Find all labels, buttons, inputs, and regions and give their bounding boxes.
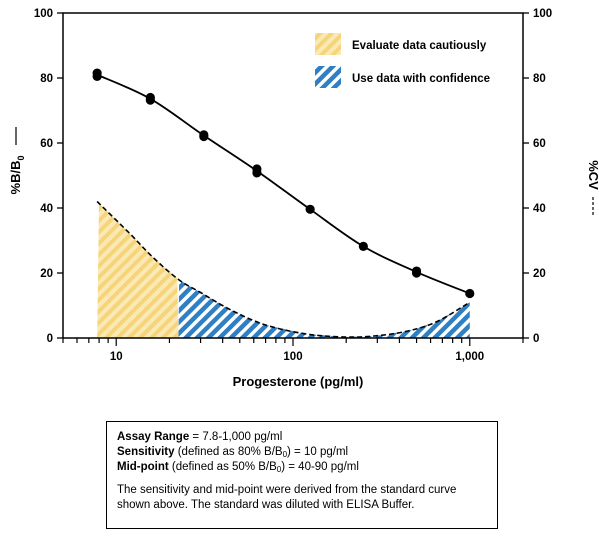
y-left-tick-label: 40 [40, 203, 53, 215]
y-axis-right-title: %CV [586, 160, 599, 217]
midpoint-line: Mid-point (defined as 50% B/B0) = 40-90 … [117, 460, 487, 475]
data-point [305, 204, 315, 214]
axes: 0 0 20 20 40 40 60 60 80 80 100 100 10 100 1,000 [34, 8, 552, 363]
y-left-tick-label: 20 [40, 268, 53, 280]
assay-range-line: Assay Range = 7.8-1,000 pg/ml [117, 430, 487, 445]
legend: Evaluate data cautiously Use data with c… [315, 33, 490, 88]
derivation-note: The sensitivity and mid-point were deriv… [117, 484, 457, 511]
y-axis-left-title: %B/B0 [8, 127, 26, 194]
data-point [92, 68, 102, 78]
shaded-regions [97, 203, 470, 338]
legend-label-confidence: Use data with confidence [352, 73, 490, 85]
midpoint-sub: 0 [276, 465, 282, 474]
legend-label-caution: Evaluate data cautiously [352, 40, 487, 52]
sensitivity-sub: 0 [282, 450, 288, 459]
midpoint-text-a: (defined as 50% B/B [168, 461, 277, 473]
standard-curve-chart: 0 0 20 20 40 40 60 60 80 80 100 100 10 100 1,000 Evalu… [8, 8, 599, 389]
data-point [411, 266, 422, 276]
standard-curve-line [96, 73, 471, 295]
y-axis-right-title-text: %CV [586, 160, 599, 190]
region-use-with-confidence [178, 279, 470, 338]
sensitivity-line: Sensitivity (defined as 80% B/B0) = 10 p… [117, 445, 487, 460]
y-left-tick-label: 0 [47, 333, 53, 345]
data-point [252, 164, 262, 174]
y-right-tick-label: 100 [533, 8, 552, 20]
legend-swatch-caution [315, 33, 341, 55]
y-right-tick-label: 0 [533, 333, 539, 345]
y-right-tick-label: 40 [533, 203, 546, 215]
data-point [358, 241, 368, 251]
sensitivity-text-b: ) = 10 pg/ml [287, 446, 349, 458]
midpoint-text-b: ) = 40-90 pg/ml [281, 461, 359, 473]
curves [96, 73, 471, 338]
svg-text:%B/B0: %B/B0 [8, 156, 26, 195]
y-left-tick-label: 80 [40, 73, 53, 85]
x-tick-label: 1,000 [455, 351, 484, 363]
data-point [465, 288, 475, 299]
y-right-tick-label: 20 [533, 268, 546, 280]
y-axis-left-title-sub: 0 [16, 156, 26, 161]
x-axis-title: Progesterone (pg/ml) [233, 374, 364, 389]
y-right-tick-label: 80 [533, 73, 546, 85]
data-point [145, 92, 155, 103]
legend-swatch-confidence [315, 66, 341, 88]
assay-info-box: Assay Range = 7.8-1,000 pg/ml Sensitivit… [106, 421, 498, 529]
y-left-tick-label: 60 [40, 138, 53, 150]
midpoint-label: Mid-point [117, 461, 169, 473]
cv-dashed-curve [96, 200, 471, 338]
x-tick-label: 100 [283, 351, 302, 363]
assay-range-label: Assay Range [117, 431, 190, 443]
y-right-tick-label: 60 [533, 138, 546, 150]
data-point [199, 130, 209, 140]
region-evaluate-cautiously [97, 203, 179, 338]
assay-range-value: = 7.8-1,000 pg/ml [189, 431, 283, 443]
sensitivity-label: Sensitivity [117, 446, 175, 458]
y-left-tick-label: 100 [34, 8, 53, 20]
y-axis-left-title-text: %B/B [8, 161, 23, 195]
x-tick-label: 10 [110, 351, 123, 363]
sensitivity-text-a: (defined as 80% B/B [174, 446, 283, 458]
data-points [92, 68, 475, 299]
